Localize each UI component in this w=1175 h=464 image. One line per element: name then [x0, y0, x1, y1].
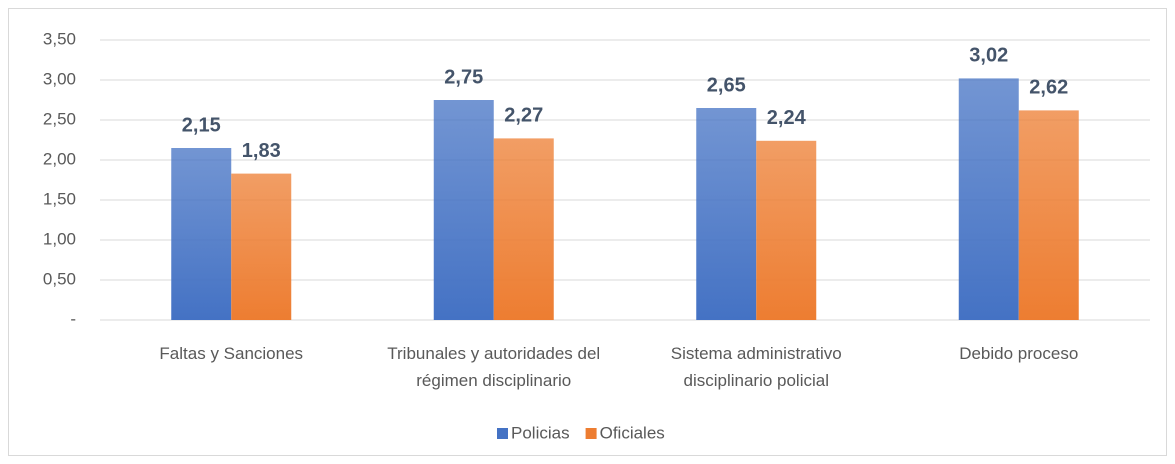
bar	[756, 140, 817, 320]
y-tick-label: -	[70, 309, 76, 328]
y-tick-label: 1,00	[43, 229, 76, 248]
legend-swatch	[497, 428, 508, 439]
bar	[433, 100, 494, 320]
x-tick-label: Sistema administrativo disciplinario pol…	[670, 344, 842, 390]
legend-label: Policias	[511, 423, 570, 442]
y-tick-label: 3,00	[43, 69, 76, 88]
data-label: 2,65	[707, 74, 746, 96]
y-tick-label: 2,00	[43, 149, 76, 168]
data-label: 2,75	[444, 66, 483, 88]
bar	[696, 108, 757, 320]
legend-label: Oficiales	[600, 423, 665, 442]
bar	[171, 148, 232, 320]
bar	[493, 138, 554, 320]
y-tick-label: 3,50	[43, 29, 76, 48]
data-label: 2,62	[1029, 77, 1068, 99]
bar	[958, 78, 1019, 321]
y-tick-label: 0,50	[43, 269, 76, 288]
data-label: 1,83	[242, 140, 281, 162]
data-label: 2,27	[504, 105, 543, 127]
legend-swatch	[585, 428, 597, 439]
y-tick-label: 2,50	[43, 109, 76, 128]
bar	[231, 173, 292, 320]
x-tick-label: Faltas y Sanciones	[159, 344, 304, 363]
data-label: 3,02	[969, 45, 1008, 67]
data-label: 2,24	[767, 107, 807, 129]
bar	[1018, 110, 1079, 321]
x-tick-label: Tribunales y autoridades del régimen dis…	[387, 344, 601, 390]
y-tick-label: 1,50	[43, 189, 76, 208]
data-label: 2,15	[182, 114, 221, 136]
x-tick-label: Debido proceso	[959, 344, 1079, 363]
